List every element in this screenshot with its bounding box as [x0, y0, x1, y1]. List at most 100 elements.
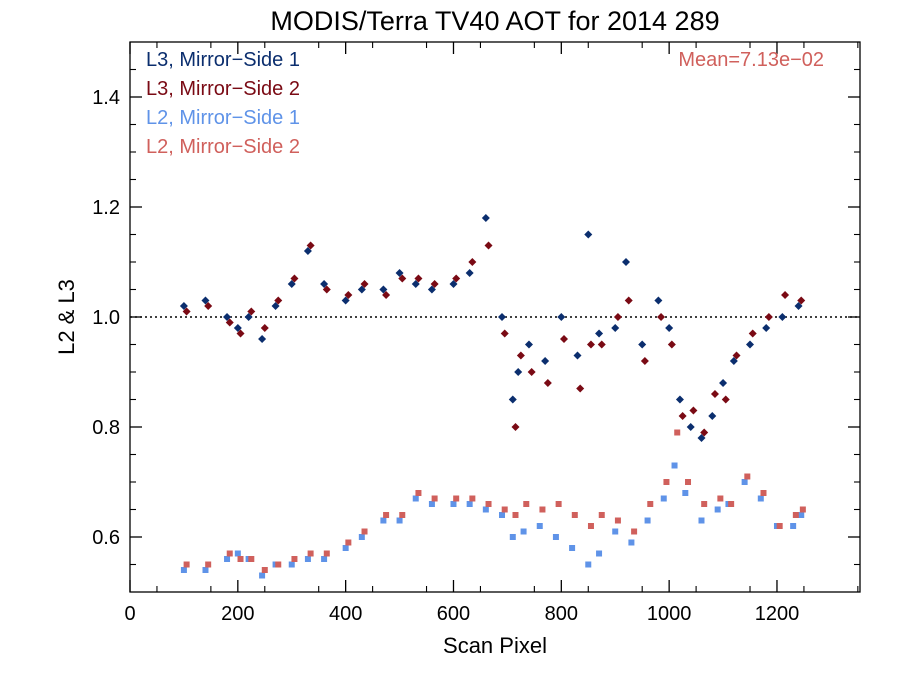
data-point	[201, 296, 210, 305]
data-point	[399, 512, 406, 518]
y-tick-label: 1.4	[92, 87, 120, 109]
x-tick-label: 600	[437, 603, 470, 625]
legend-entry-1: L3, Mirror−Side 2	[146, 78, 300, 100]
data-point	[485, 501, 492, 507]
data-point	[523, 501, 530, 507]
data-point	[613, 313, 622, 321]
y-axis-label: L2 & L3	[54, 279, 79, 355]
data-point	[569, 545, 576, 551]
data-point	[584, 230, 593, 239]
data-point	[182, 307, 191, 316]
data-point	[398, 274, 407, 283]
data-point	[226, 550, 233, 557]
data-point	[248, 556, 255, 562]
data-point	[274, 296, 283, 305]
data-point	[729, 357, 738, 365]
data-point	[741, 479, 748, 485]
data-point	[508, 395, 517, 404]
data-point	[465, 269, 474, 277]
data-point	[527, 368, 536, 376]
data-point	[757, 495, 764, 502]
data-point	[798, 512, 805, 518]
series-3	[183, 429, 806, 573]
data-point	[412, 495, 419, 502]
data-point	[395, 269, 404, 277]
data-point	[237, 556, 244, 562]
data-point	[719, 379, 728, 387]
data-point	[341, 296, 350, 305]
data-point	[358, 534, 365, 540]
data-point	[509, 534, 516, 540]
data-point	[453, 495, 460, 502]
data-point	[344, 291, 353, 299]
data-point	[660, 495, 667, 502]
data-point	[202, 567, 209, 573]
legend-entry-2: L2, Mirror−Side 1	[146, 107, 300, 129]
data-point	[415, 490, 422, 496]
data-point	[748, 329, 757, 338]
data-point	[520, 528, 527, 535]
data-point	[291, 556, 298, 562]
data-point	[571, 512, 578, 518]
data-point	[361, 528, 368, 535]
mean-annotation: Mean=7.13e−02	[678, 49, 824, 71]
data-point	[794, 302, 803, 310]
data-point	[452, 274, 461, 283]
y-tick-label: 0.8	[92, 417, 120, 439]
data-point	[180, 567, 187, 573]
data-point	[500, 329, 509, 338]
data-point	[612, 528, 619, 535]
legend-entry-3: L2, Mirror−Side 2	[146, 136, 300, 158]
data-point	[597, 340, 606, 349]
data-point	[674, 429, 681, 436]
data-point	[624, 296, 633, 305]
axis-tick-labels: 0 200 400 600 800 1000 1200 0.6 0.8 1.0 1.2 1.4	[92, 87, 799, 625]
data-point	[710, 390, 719, 398]
data-point	[466, 501, 473, 507]
data-point	[638, 340, 647, 349]
data-point	[792, 512, 799, 518]
data-point	[498, 313, 507, 321]
data-point	[287, 280, 296, 288]
x-tick-label: 200	[221, 603, 254, 625]
data-point	[258, 335, 267, 343]
data-point	[573, 351, 582, 360]
data-point	[223, 313, 232, 321]
data-point	[552, 534, 559, 540]
data-point	[484, 241, 493, 250]
data-point	[345, 539, 352, 546]
data-point	[224, 556, 231, 562]
data-point	[427, 285, 436, 294]
data-point	[514, 368, 523, 376]
chart-title: MODIS/Terra TV40 AOT for 2014 289	[270, 6, 719, 36]
data-point	[536, 523, 543, 529]
data-point	[799, 506, 806, 513]
data-point	[307, 550, 314, 557]
data-point	[585, 561, 592, 568]
data-point	[682, 490, 689, 496]
data-point	[576, 384, 585, 393]
data-point	[233, 324, 242, 332]
data-point	[450, 501, 457, 507]
data-point	[647, 501, 654, 507]
data-point	[762, 324, 771, 332]
data-point	[686, 423, 695, 431]
data-point	[247, 307, 256, 316]
x-tick-label: 400	[329, 603, 362, 625]
data-point	[560, 335, 569, 343]
data-point	[797, 296, 806, 305]
data-point	[449, 280, 458, 288]
data-point	[557, 313, 566, 321]
data-point	[697, 434, 706, 442]
data-point	[631, 528, 638, 535]
data-points-layer	[179, 214, 806, 579]
data-point	[304, 556, 311, 562]
data-point	[290, 274, 299, 283]
data-point	[596, 550, 603, 557]
data-point	[586, 340, 595, 349]
data-point	[321, 556, 328, 562]
data-point	[628, 539, 635, 546]
data-point	[678, 412, 687, 420]
data-point	[644, 517, 651, 524]
data-point	[306, 241, 315, 250]
